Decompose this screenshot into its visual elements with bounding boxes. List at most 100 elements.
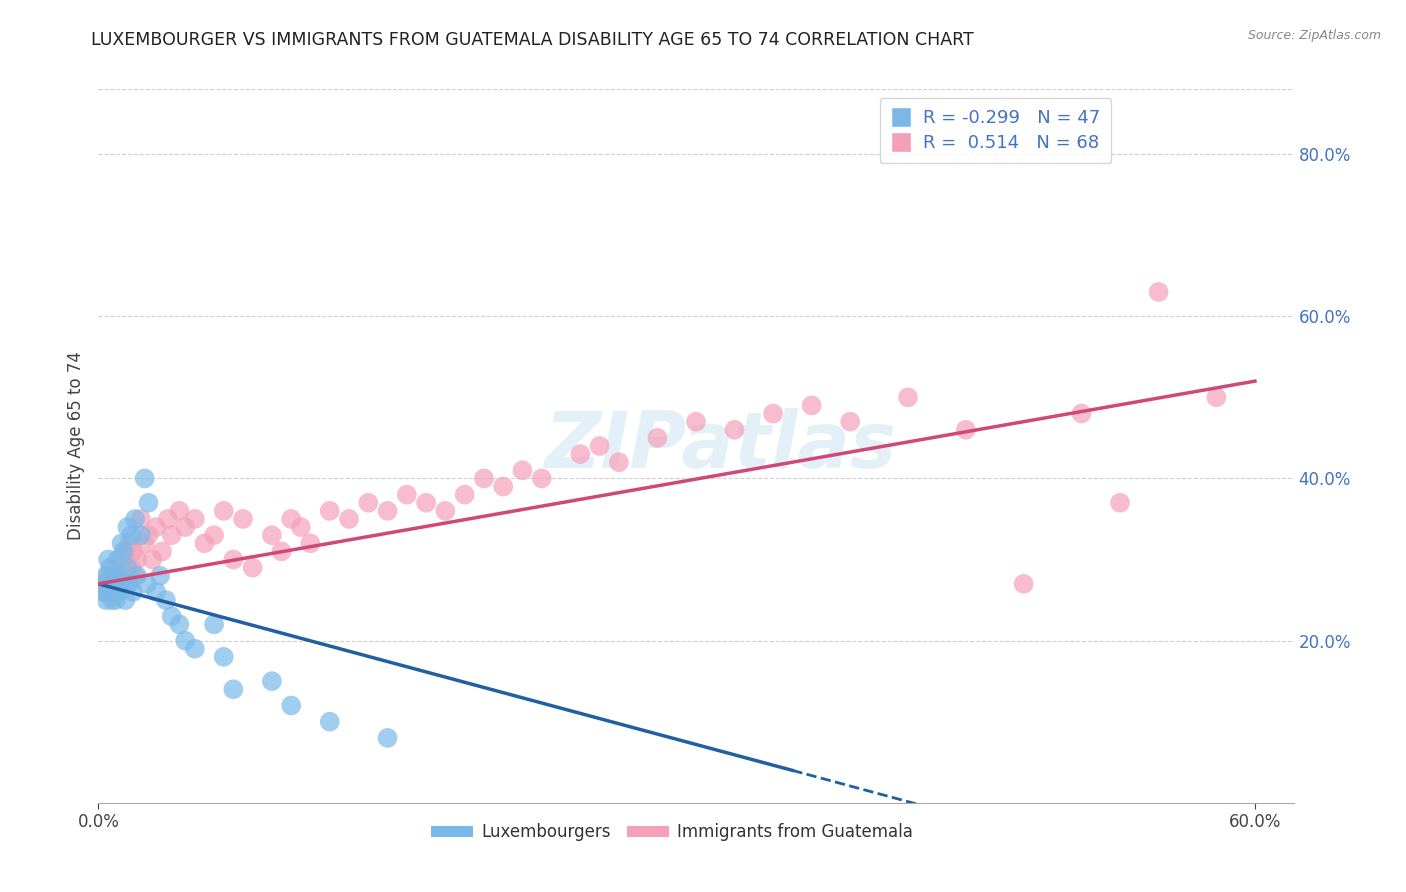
Point [377,731,399,745]
Point [114,593,136,607]
Point [117,577,139,591]
Point [101,593,124,607]
Point [232,512,254,526]
Point [156,512,179,526]
Text: LUXEMBOURGER VS IMMIGRANTS FROM GUATEMALA DISABILITY AGE 65 TO 74 CORRELATION CH: LUXEMBOURGER VS IMMIGRANTS FROM GUATEMAL… [91,31,974,49]
Point [103,585,125,599]
Legend: Luxembourgers, Immigrants from Guatemala: Luxembourgers, Immigrants from Guatemala [425,817,920,848]
Point [1147,285,1170,299]
Point [202,617,225,632]
Point [97,568,120,582]
Point [607,455,630,469]
Point [110,560,132,574]
Point [141,552,163,566]
Point [588,439,610,453]
Point [357,496,380,510]
Point [107,577,129,591]
Point [91,577,114,591]
Point [169,504,191,518]
Point [124,512,146,526]
Point [512,463,534,477]
Point [319,504,342,518]
Point [299,536,322,550]
Point [134,536,156,550]
Point [260,674,283,689]
Point [260,528,283,542]
Point [118,577,141,591]
Point [110,536,132,550]
Point [91,577,114,591]
Point [125,568,148,582]
Point [647,431,669,445]
Point [118,536,141,550]
Point [97,577,120,591]
Point [107,568,129,582]
Point [122,544,145,558]
Point [212,504,235,518]
Point [98,560,121,574]
Point [98,577,121,591]
Point [134,471,156,485]
Point [103,577,125,591]
Point [800,399,823,413]
Point [1070,407,1092,421]
Point [120,528,142,542]
Point [377,504,399,518]
Point [762,407,785,421]
Point [150,544,173,558]
Point [104,568,127,582]
Text: Source: ZipAtlas.com: Source: ZipAtlas.com [1247,29,1381,43]
Point [839,415,862,429]
Point [120,560,142,574]
Point [222,682,245,697]
Point [114,544,136,558]
Point [145,585,167,599]
Point [184,641,207,656]
Point [112,544,135,558]
Point [193,536,215,550]
Point [101,568,124,582]
Point [290,520,312,534]
Point [112,577,135,591]
Point [108,552,131,566]
Point [104,585,127,599]
Point [108,568,131,582]
Point [569,447,592,461]
Point [319,714,342,729]
Point [122,585,145,599]
Point [415,496,437,510]
Point [117,560,139,574]
Point [1012,577,1035,591]
Point [492,479,515,493]
Point [337,512,360,526]
Point [160,609,183,624]
Point [280,512,302,526]
Point [222,552,245,566]
Point [129,528,152,542]
Point [108,585,131,599]
Point [104,593,127,607]
Point [112,568,135,582]
Point [155,593,177,607]
Point [125,552,148,566]
Point [124,568,146,582]
Point [530,471,553,485]
Point [103,577,125,591]
Point [174,633,197,648]
Point [98,585,121,599]
Point [145,520,167,534]
Point [1109,496,1132,510]
Point [160,528,183,542]
Point [94,593,117,607]
Point [202,528,225,542]
Point [93,585,115,599]
Point [169,617,191,632]
Point [93,585,115,599]
Text: ZIPatlas: ZIPatlas [544,408,896,484]
Point [129,512,152,526]
Point [1205,390,1227,404]
Point [955,423,977,437]
Point [212,649,235,664]
Point [280,698,302,713]
Point [138,496,160,510]
